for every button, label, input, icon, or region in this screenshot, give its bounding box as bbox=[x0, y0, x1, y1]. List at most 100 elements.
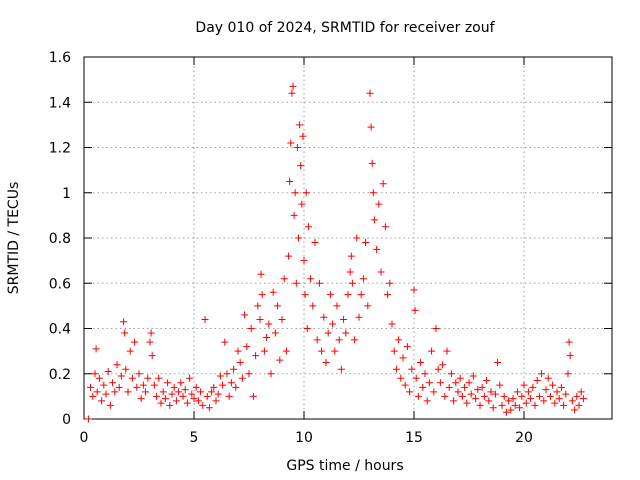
data-point bbox=[430, 388, 438, 396]
data-point bbox=[377, 268, 385, 276]
data-point bbox=[303, 325, 311, 332]
x-tick-label: 5 bbox=[190, 430, 199, 446]
data-point bbox=[434, 365, 442, 373]
data-point bbox=[257, 270, 265, 278]
data-point bbox=[369, 189, 377, 197]
data-point bbox=[476, 401, 484, 409]
data-point bbox=[474, 386, 482, 394]
data-point bbox=[395, 336, 403, 344]
data-point bbox=[452, 379, 460, 387]
data-point bbox=[292, 279, 300, 287]
data-point bbox=[348, 279, 356, 287]
data-point bbox=[282, 347, 290, 355]
data-point bbox=[232, 383, 240, 391]
data-point bbox=[478, 383, 486, 391]
data-point bbox=[351, 336, 359, 344]
y-tick-label: 1.4 bbox=[49, 95, 71, 111]
data-point bbox=[98, 397, 106, 405]
data-point bbox=[177, 379, 185, 387]
data-point bbox=[285, 252, 293, 260]
data-point bbox=[419, 383, 427, 391]
data-point bbox=[487, 388, 495, 396]
data-point bbox=[485, 397, 493, 405]
data-point bbox=[347, 252, 355, 260]
data-point bbox=[95, 374, 103, 382]
data-point bbox=[513, 388, 521, 396]
data-point bbox=[540, 397, 548, 405]
data-point bbox=[263, 334, 271, 342]
data-point bbox=[133, 383, 141, 391]
data-point bbox=[516, 404, 524, 412]
data-point bbox=[223, 370, 231, 378]
data-point bbox=[201, 315, 209, 323]
data-point bbox=[447, 370, 455, 378]
data-point bbox=[137, 395, 145, 403]
data-point bbox=[192, 383, 200, 391]
data-point bbox=[190, 395, 198, 403]
y-tick-label: 1.6 bbox=[49, 50, 71, 66]
data-point bbox=[168, 390, 176, 398]
data-point bbox=[425, 379, 433, 387]
x-tick-labels: 0 5 10 15 20 bbox=[80, 430, 533, 446]
data-point bbox=[139, 381, 147, 389]
data-point bbox=[491, 390, 499, 398]
data-point bbox=[527, 395, 535, 403]
data-point bbox=[274, 302, 282, 310]
data-point bbox=[568, 397, 576, 405]
data-point bbox=[432, 325, 440, 332]
data-point bbox=[153, 392, 161, 400]
data-point bbox=[313, 336, 321, 344]
data-point bbox=[322, 358, 330, 366]
data-point bbox=[357, 291, 365, 299]
data-point bbox=[421, 370, 429, 378]
data-point bbox=[278, 315, 286, 323]
data-point bbox=[353, 234, 361, 242]
data-point bbox=[113, 361, 121, 369]
data-point bbox=[238, 374, 246, 382]
data-point bbox=[439, 361, 447, 369]
data-point bbox=[256, 315, 264, 323]
data-point bbox=[335, 336, 343, 344]
data-point bbox=[386, 279, 394, 287]
data-point bbox=[245, 370, 253, 378]
data-point bbox=[219, 381, 227, 389]
data-point bbox=[472, 395, 480, 403]
data-point bbox=[122, 365, 130, 373]
data-point bbox=[241, 311, 249, 319]
data-point bbox=[320, 313, 328, 321]
y-tick-label: 1.2 bbox=[49, 141, 71, 157]
data-point bbox=[390, 347, 398, 355]
x-tick-label: 20 bbox=[515, 430, 533, 446]
data-point bbox=[111, 388, 119, 396]
data-point bbox=[93, 388, 101, 396]
data-point bbox=[507, 406, 515, 414]
data-point bbox=[546, 392, 554, 400]
x-tick-label: 10 bbox=[295, 430, 313, 446]
data-point bbox=[291, 189, 299, 197]
data-point bbox=[331, 347, 339, 355]
data-point bbox=[252, 352, 260, 360]
data-point bbox=[456, 374, 464, 382]
data-point bbox=[467, 390, 475, 398]
data-point bbox=[531, 401, 539, 409]
data-point bbox=[128, 374, 136, 382]
data-point bbox=[399, 354, 407, 362]
data-point bbox=[463, 399, 471, 407]
data-point bbox=[126, 347, 134, 355]
data-point bbox=[326, 291, 334, 299]
x-tick-label: 0 bbox=[80, 430, 89, 446]
data-point bbox=[225, 392, 233, 400]
data-points bbox=[84, 82, 587, 423]
data-point bbox=[299, 132, 307, 140]
x-tick-label: 15 bbox=[405, 430, 423, 446]
chart-title: Day 010 of 2024, SRMTID for receiver zou… bbox=[195, 20, 495, 36]
data-point bbox=[340, 315, 348, 323]
data-point bbox=[498, 401, 506, 409]
data-point bbox=[186, 374, 194, 382]
data-point bbox=[458, 392, 466, 400]
gridlines bbox=[84, 57, 612, 419]
data-point bbox=[293, 144, 301, 151]
data-point bbox=[199, 401, 207, 409]
data-point bbox=[175, 388, 183, 396]
